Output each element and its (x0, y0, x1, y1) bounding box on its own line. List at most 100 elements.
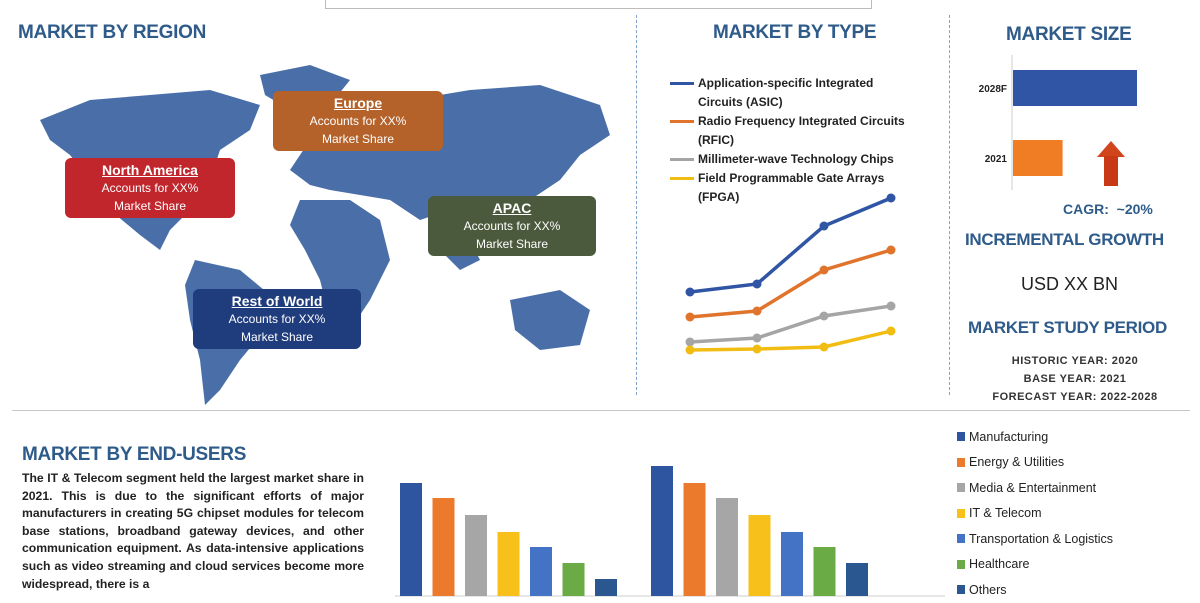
region-name: APAC (492, 200, 532, 216)
legend-item: Radio Frequency Integrated Circuits (RFI… (670, 112, 910, 150)
legend-label: Others (969, 582, 1007, 597)
legend-label: Healthcare (969, 557, 1030, 572)
legend-item: Manufacturing (957, 424, 1113, 450)
enduser-bar (530, 547, 552, 596)
data-point (886, 326, 896, 336)
region-name: North America (102, 162, 198, 178)
legend-item: IT & Telecom (957, 501, 1113, 527)
legend-label: Energy & Utilities (969, 455, 1065, 470)
data-point (886, 245, 896, 255)
data-point (752, 306, 762, 316)
legend-marker-icon (670, 177, 694, 180)
cagr-label: CAGR: ~20% (1063, 201, 1153, 217)
legend-item: Others (957, 577, 1113, 603)
divider (636, 15, 637, 395)
region-box-rest-of-world: Rest of World Accounts for XX% Market Sh… (193, 289, 361, 349)
enduser-bar (683, 483, 706, 596)
data-point (685, 337, 695, 347)
enduser-bar (651, 466, 673, 596)
region-name: Rest of World (231, 293, 323, 309)
endusers-text: The IT & Telecom segment held the larges… (22, 471, 364, 591)
endusers-bar-chart (395, 466, 945, 597)
data-point (886, 301, 896, 311)
legend-marker-icon (670, 158, 694, 161)
legend-item: Healthcare (957, 552, 1113, 578)
legend-item: Application-specific Integrated Circuits… (670, 74, 910, 112)
region-box-apac: APAC Accounts for XX% Market Share (428, 196, 596, 256)
region-text: Market Share (475, 237, 549, 251)
data-point (685, 345, 695, 355)
data-point (819, 311, 829, 321)
enduser-bar (716, 498, 738, 596)
legend-label: Media & Entertainment (969, 480, 1097, 495)
data-point (685, 287, 695, 297)
data-point (752, 344, 762, 354)
legend-label: IT & Telecom (969, 506, 1042, 521)
region-box-europe: Europe Accounts for XX% Market Share (273, 91, 443, 151)
legend-label: Field Programmable Gate Arrays (FPGA) (698, 171, 885, 204)
size-bar-chart: 2028F 2021 (979, 55, 1137, 190)
enduser-bar (595, 579, 617, 596)
size-arrow-up-icon (1097, 141, 1125, 157)
legend-label: Manufacturing (969, 429, 1049, 444)
type-legend: Application-specific Integrated Circuits… (670, 74, 910, 207)
region-title: MARKET BY REGION (18, 22, 207, 43)
enduser-bar (748, 515, 771, 596)
region-text: Market Share (113, 199, 187, 213)
legend-item: Field Programmable Gate Arrays (FPGA) (670, 169, 910, 207)
data-point (752, 333, 762, 343)
base-year: BASE YEAR: 2021 (1023, 373, 1127, 385)
region-text: Accounts for XX% (463, 219, 561, 233)
data-point (819, 221, 829, 231)
size-title: MARKET SIZE (1006, 24, 1132, 45)
series-line (689, 329, 892, 352)
size-bar (1013, 140, 1063, 176)
enduser-bar (465, 515, 487, 596)
legend-swatch-icon (957, 534, 965, 544)
forecast-year: FORECAST YEAR: 2022-2028 (992, 391, 1158, 403)
incremental-title: INCREMENTAL GROWTH (965, 230, 1164, 249)
size-bar (1013, 70, 1137, 106)
enduser-bar (813, 547, 836, 596)
incremental-value: USD XX BN (1021, 274, 1119, 294)
legend-label: Application-specific Integrated Circuits… (698, 76, 874, 109)
enduser-bar (562, 563, 585, 596)
series-line (689, 196, 892, 294)
data-point (685, 312, 695, 322)
legend-item: Transportation & Logistics (957, 526, 1113, 552)
region-text: Accounts for XX% (228, 312, 326, 326)
enduser-bar (400, 483, 422, 596)
size-tick-label: 2028F (979, 84, 1007, 95)
legend-item: Millimeter-wave Technology Chips (670, 150, 910, 169)
region-text: Accounts for XX% (101, 181, 199, 195)
data-point (819, 265, 829, 275)
study-title: MARKET STUDY PERIOD (968, 318, 1167, 337)
size-tick-label: 2021 (985, 154, 1008, 165)
region-box-north-america: North America Accounts for XX% Market Sh… (65, 158, 235, 218)
legend-swatch-icon (957, 457, 965, 467)
legend-item: Media & Entertainment (957, 475, 1113, 501)
data-point (886, 193, 896, 203)
region-text: Market Share (240, 330, 314, 344)
series-line (689, 248, 892, 319)
enduser-bar (781, 532, 803, 596)
divider (949, 15, 950, 395)
legend-swatch-icon (957, 432, 965, 442)
legend-swatch-icon (957, 483, 965, 493)
type-line-chart (685, 193, 896, 355)
size-arrow-shaft (1104, 156, 1118, 186)
legend-label: Transportation & Logistics (969, 531, 1114, 546)
enduser-bar (497, 532, 520, 596)
legend-marker-icon (670, 120, 694, 123)
legend-marker-icon (670, 82, 694, 85)
legend-swatch-icon (957, 585, 965, 595)
data-point (752, 279, 762, 289)
enduser-bar (432, 498, 455, 596)
study-period: HISTORIC YEAR: 2020 BASE YEAR: 2021 FORE… (955, 352, 1195, 406)
type-title: MARKET BY TYPE (713, 22, 877, 43)
top-frame (325, 0, 872, 9)
endusers-title: MARKET BY END-USERS (22, 444, 247, 465)
legend-item: Energy & Utilities (957, 450, 1113, 476)
legend-label: Radio Frequency Integrated Circuits (RFI… (698, 114, 905, 147)
data-point (819, 342, 829, 352)
